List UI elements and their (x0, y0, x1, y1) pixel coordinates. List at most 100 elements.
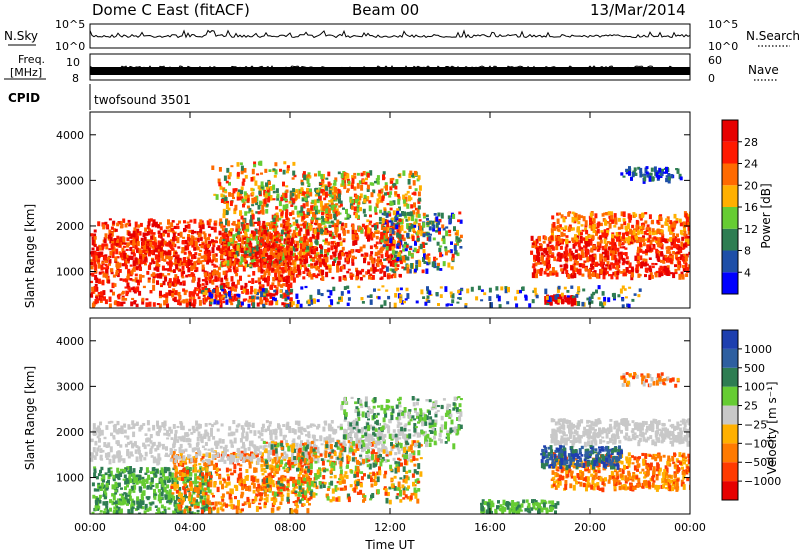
data-cell (168, 491, 172, 498)
beam-label: Beam 00 (352, 1, 419, 19)
data-cell (332, 261, 335, 266)
data-cell (124, 264, 128, 270)
data-cell (350, 249, 354, 254)
data-cell (234, 244, 238, 247)
data-cell (119, 472, 123, 477)
data-cell (606, 221, 610, 224)
data-cell (125, 477, 129, 483)
data-cell (115, 270, 119, 272)
nsky-label: N.Sky (4, 29, 38, 43)
data-cell (97, 259, 101, 263)
data-cell (338, 233, 341, 240)
data-cell (589, 241, 593, 246)
data-cell (292, 270, 296, 275)
data-cell (286, 166, 290, 171)
data-cell (613, 242, 617, 246)
data-cell (427, 253, 431, 256)
data-cell (355, 234, 359, 238)
data-cell (681, 247, 685, 250)
data-cell (386, 203, 390, 206)
data-cell (519, 289, 522, 294)
data-cell (636, 258, 640, 263)
data-cell (275, 299, 279, 306)
data-cell (324, 203, 328, 208)
data-cell (339, 241, 343, 246)
data-cell (157, 251, 161, 256)
data-cell (203, 250, 207, 255)
data-cell (531, 272, 535, 278)
data-cell (278, 217, 282, 221)
data-cell (300, 257, 304, 260)
data-cell (680, 254, 684, 259)
data-cell (181, 265, 185, 270)
data-cell (160, 484, 164, 491)
data-cell (115, 510, 119, 514)
data-cell (103, 267, 107, 270)
data-cell (160, 285, 163, 288)
data-cell (144, 503, 148, 508)
data-cell (646, 244, 650, 251)
data-cell (391, 268, 395, 273)
data-cell (668, 258, 672, 263)
data-cell (466, 288, 470, 294)
data-cell (655, 237, 659, 241)
data-cell (317, 217, 321, 221)
data-cell (385, 219, 389, 223)
data-cell (667, 176, 671, 181)
data-cell (375, 235, 379, 240)
data-cell (295, 219, 299, 224)
data-cell (136, 496, 140, 501)
data-cell (283, 247, 287, 254)
data-cell (249, 219, 253, 223)
data-cell (437, 303, 440, 306)
data-cell (248, 264, 252, 267)
data-cell (620, 223, 624, 230)
data-cell (623, 273, 627, 276)
data-cell (317, 289, 321, 295)
data-cell (305, 257, 309, 264)
data-cell (359, 246, 363, 252)
data-cell (330, 220, 334, 224)
data-cell (383, 210, 387, 216)
data-cell (126, 237, 130, 242)
data-cell (168, 251, 171, 256)
data-cell (286, 275, 290, 279)
data-cell (198, 299, 202, 306)
data-cell (163, 509, 167, 514)
data-cell (371, 275, 375, 280)
data-cell (667, 220, 670, 223)
data-cell (267, 190, 271, 196)
data-cell (274, 244, 278, 248)
data-cell (654, 271, 658, 278)
data-cell (571, 252, 575, 259)
data-cell (265, 293, 268, 297)
data-cell (130, 240, 134, 244)
data-cell (283, 292, 287, 298)
data-cell (413, 224, 417, 228)
data-cell (114, 228, 118, 232)
data-cell (225, 247, 229, 253)
data-cell (381, 195, 385, 201)
data-cell (453, 245, 457, 251)
data-cell (191, 254, 194, 260)
data-cell (600, 230, 604, 233)
data-cell (426, 217, 429, 221)
data-cell (383, 230, 386, 233)
data-cell (246, 250, 250, 253)
data-cell (284, 198, 288, 202)
data-cell (128, 473, 132, 478)
data-cell (597, 236, 601, 240)
data-cell (228, 192, 232, 197)
data-cell (136, 279, 140, 283)
data-cell (102, 494, 106, 497)
data-cell (222, 225, 226, 228)
data-cell (316, 198, 320, 203)
data-cell (292, 170, 296, 176)
data-cell (580, 215, 584, 219)
data-cell (457, 289, 461, 294)
data-cell (237, 225, 241, 228)
data-cell (621, 242, 625, 245)
data-cell (248, 240, 252, 245)
data-cell (162, 232, 166, 237)
